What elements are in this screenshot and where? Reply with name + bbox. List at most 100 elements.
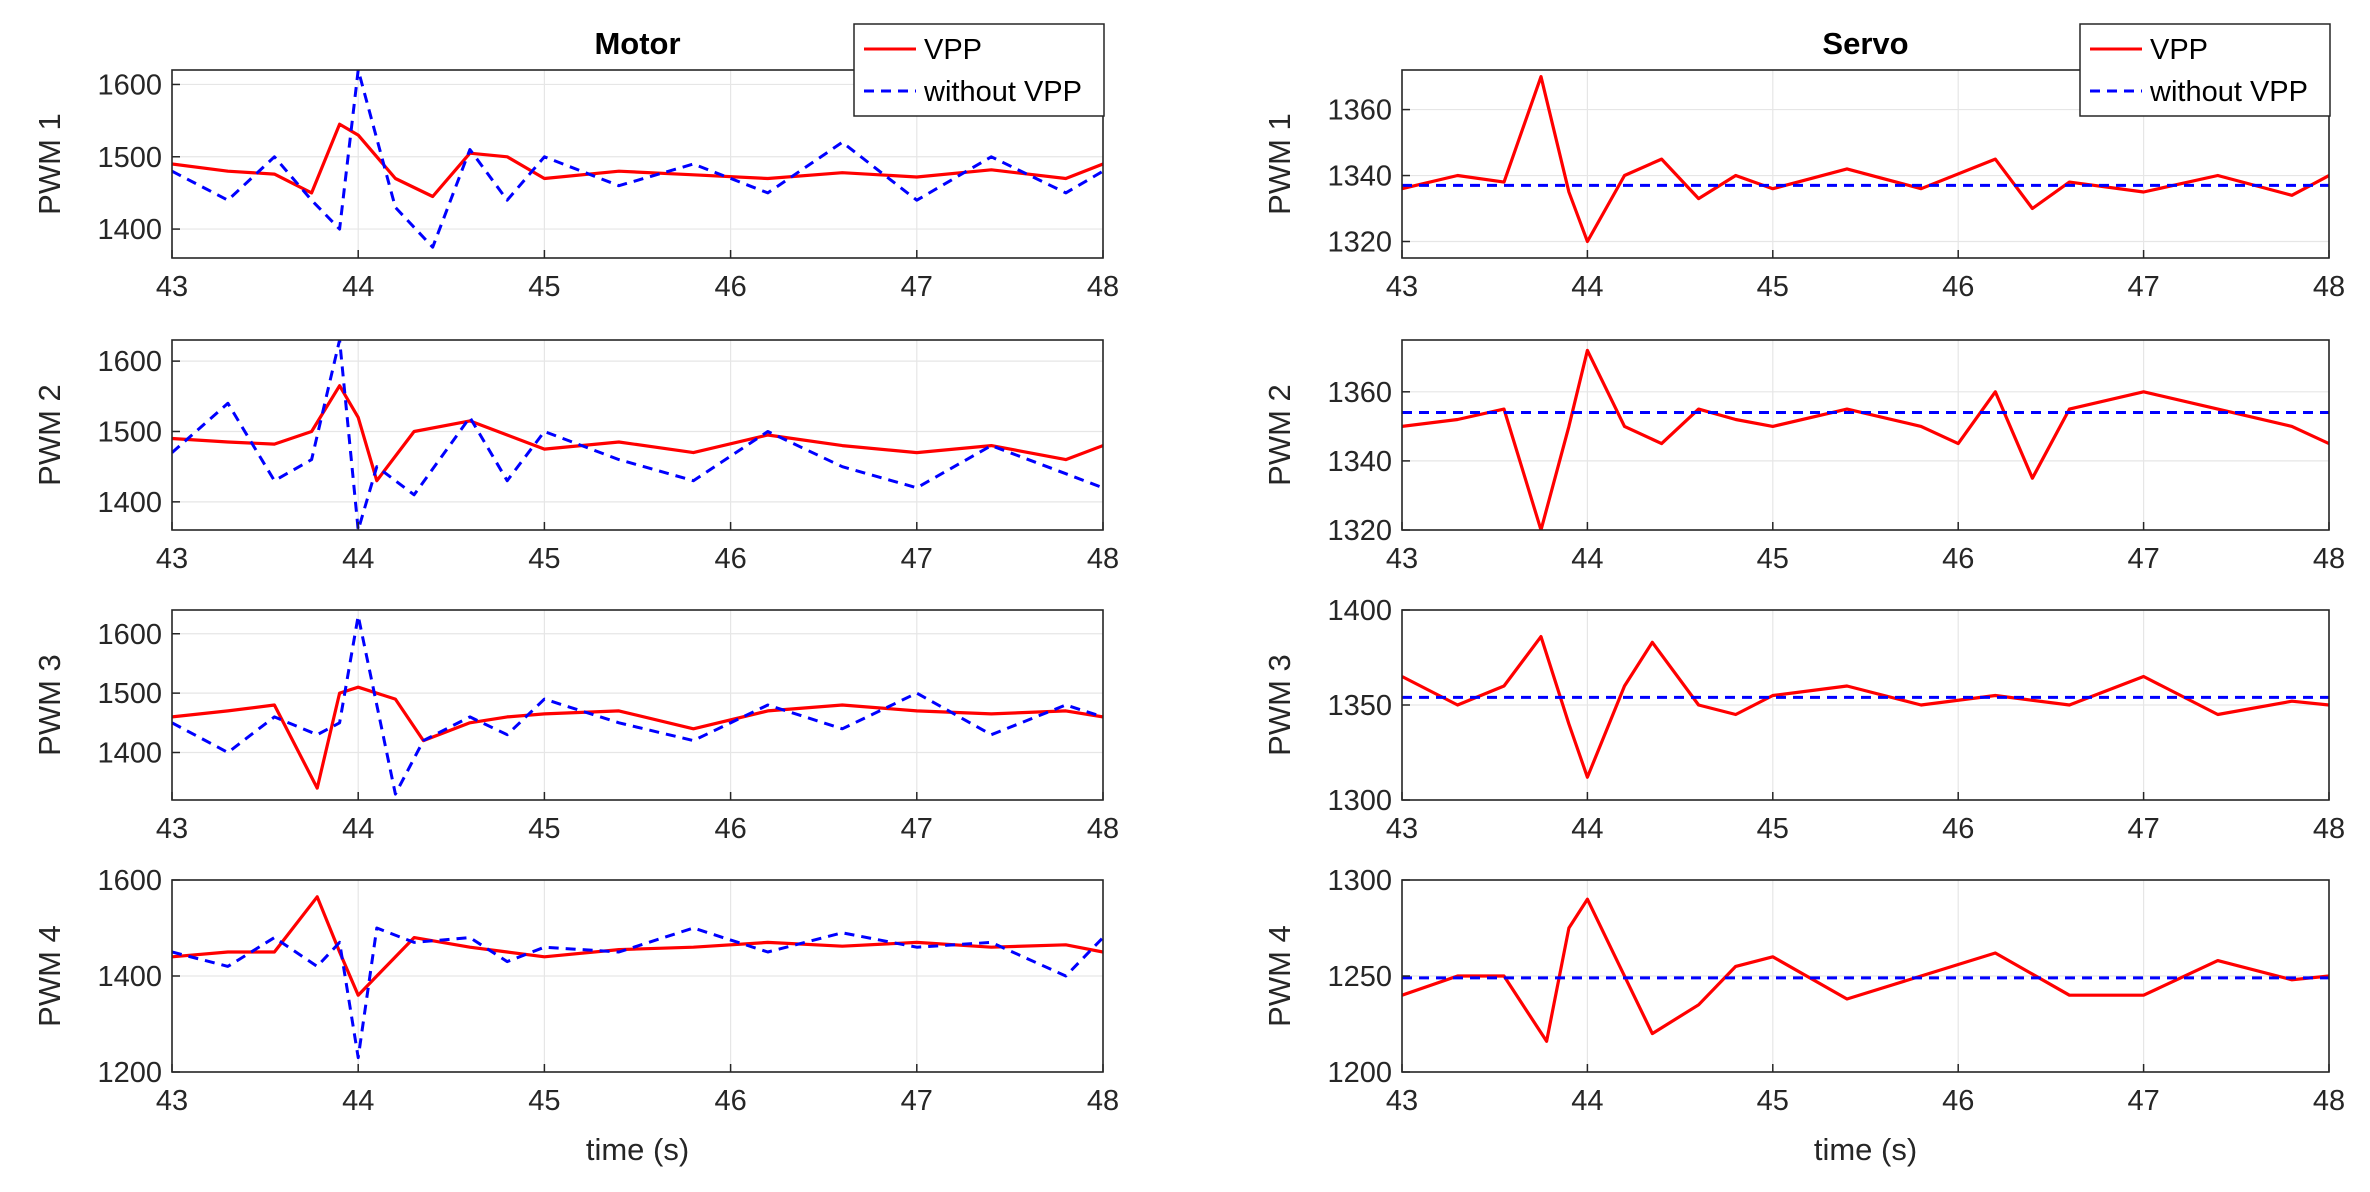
x-tick-label: 45 [1757, 271, 1789, 303]
x-tick-label: 45 [528, 813, 560, 845]
legend-label-without-vpp: without VPP [2149, 76, 2308, 108]
x-tick-label: 48 [1087, 543, 1119, 575]
x-tick-label: 44 [342, 271, 374, 303]
y-tick-label: 1320 [1327, 227, 1392, 259]
subplot-servo-pwm3: 43 44 45 46 47 48 1300 1350 1400 PWM 3 [1262, 595, 2345, 845]
x-tick-label: 46 [714, 1085, 746, 1117]
series-group [172, 70, 1103, 249]
x-tick-label: 46 [714, 543, 746, 575]
series-line-vpp [172, 122, 1103, 199]
legend-label-without-vpp: without VPP [923, 76, 1082, 108]
x-axis-label: time (s) [586, 1132, 689, 1167]
y-axis-label: PWM 1 [32, 113, 67, 215]
y-axis-label: PWM 3 [32, 654, 67, 756]
subplot-motor-pwm4: 43 44 45 46 47 48 1200 1400 1600 PWM 4 time (s) [32, 865, 1119, 1167]
y-tick-label: 1400 [1327, 595, 1392, 627]
y-tick-label: 1360 [1327, 95, 1392, 127]
y-tick-label: 1200 [97, 1057, 162, 1089]
y-axis-label: PWM 4 [32, 925, 67, 1027]
y-tick-label: 1500 [97, 416, 162, 448]
y-tick-label: 1250 [1327, 961, 1392, 993]
x-tick-label: 48 [1087, 813, 1119, 845]
x-tick-label: 46 [714, 271, 746, 303]
series-group [1402, 74, 2329, 244]
x-tick-label: 47 [2127, 1085, 2159, 1117]
series-line-vpp [1402, 897, 2329, 1043]
y-tick-label: 1360 [1327, 377, 1392, 409]
y-axis-label: PWM 2 [32, 384, 67, 486]
series-group [172, 614, 1103, 796]
y-tick-label: 1400 [97, 961, 162, 993]
series-line-vpp [1402, 74, 2329, 244]
y-tick-label: 1340 [1327, 161, 1392, 193]
x-tick-label: 43 [1386, 813, 1418, 845]
x-tick-label: 43 [1386, 543, 1418, 575]
x-tick-label: 44 [342, 1085, 374, 1117]
x-tick-label: 45 [528, 543, 560, 575]
series-line-without-vpp [172, 340, 1103, 530]
series-line-vpp [1402, 634, 2329, 779]
x-tick-label: 43 [156, 543, 188, 575]
x-tick-label: 46 [1942, 813, 1974, 845]
x-tick-label: 47 [901, 813, 933, 845]
x-tick-label: 44 [342, 543, 374, 575]
series-group [172, 340, 1103, 530]
x-tick-label: 44 [1571, 813, 1603, 845]
x-tick-label: 43 [156, 813, 188, 845]
x-tick-label: 43 [1386, 271, 1418, 303]
x-tick-label: 45 [1757, 543, 1789, 575]
x-tick-label: 45 [528, 271, 560, 303]
chart-title: Motor [594, 26, 680, 61]
axes-box [171, 69, 1104, 259]
x-tick-label: 44 [1571, 1085, 1603, 1117]
x-tick-label: 47 [2127, 543, 2159, 575]
y-tick-label: 1350 [1327, 690, 1392, 722]
subplots: 43 44 45 46 47 48 1400 1500 1600 PWM 1 Motor VPP wit… [32, 23, 2345, 1167]
x-tick-label: 46 [714, 813, 746, 845]
series-group [1402, 348, 2329, 530]
x-tick-label: 48 [1087, 1085, 1119, 1117]
x-tick-label: 48 [1087, 271, 1119, 303]
legend-box [2079, 23, 2331, 117]
y-tick-label: 1320 [1327, 515, 1392, 547]
x-tick-label: 48 [2313, 1085, 2345, 1117]
y-tick-label: 1200 [1327, 1057, 1392, 1089]
x-axis-label: time (s) [1814, 1132, 1917, 1167]
y-tick-label: 1300 [1327, 865, 1392, 897]
subplot-servo-pwm4: 43 44 45 46 47 48 1200 1250 1300 PWM 4 time (s) [1262, 865, 2345, 1167]
y-axis-label: PWM 1 [1262, 113, 1297, 215]
y-tick-label: 1600 [97, 69, 162, 101]
legend: VPP without VPP [853, 23, 1105, 117]
x-tick-label: 44 [1571, 271, 1603, 303]
x-tick-label: 47 [901, 271, 933, 303]
x-tick-label: 47 [901, 543, 933, 575]
series-line-vpp [172, 895, 1103, 997]
x-tick-label: 45 [528, 1085, 560, 1117]
y-tick-label: 1400 [97, 487, 162, 519]
series-line-without-vpp [172, 926, 1103, 1060]
x-tick-label: 44 [1571, 543, 1603, 575]
x-tick-label: 43 [1386, 1085, 1418, 1117]
chart-title: Servo [1822, 26, 1908, 61]
x-tick-label: 47 [901, 1085, 933, 1117]
legend-label-vpp: VPP [2150, 34, 2208, 66]
series-group [172, 895, 1103, 1060]
y-tick-label: 1600 [97, 619, 162, 651]
x-tick-label: 46 [1942, 543, 1974, 575]
y-tick-label: 1500 [97, 142, 162, 174]
series-line-vpp [172, 384, 1103, 483]
x-tick-label: 48 [2313, 271, 2345, 303]
series-line-vpp [1402, 348, 2329, 530]
y-tick-label: 1340 [1327, 446, 1392, 478]
y-axis-label: PWM 4 [1262, 925, 1297, 1027]
subplot-servo-pwm1: 43 44 45 46 47 48 1320 1340 1360 PWM 1 Servo VPP wit… [1262, 23, 2345, 303]
subplot-motor-pwm2: 43 44 45 46 47 48 1400 1500 1600 PWM 2 [32, 339, 1119, 575]
series-group [1402, 897, 2329, 1043]
x-tick-label: 45 [1757, 1085, 1789, 1117]
subplot-motor-pwm1: 43 44 45 46 47 48 1400 1500 1600 PWM 1 Motor VPP wit… [32, 23, 1119, 303]
series-line-without-vpp [172, 614, 1103, 796]
axes-box [171, 339, 1104, 531]
subplot-servo-pwm2: 43 44 45 46 47 48 1320 1340 1360 PWM 2 [1262, 339, 2345, 575]
